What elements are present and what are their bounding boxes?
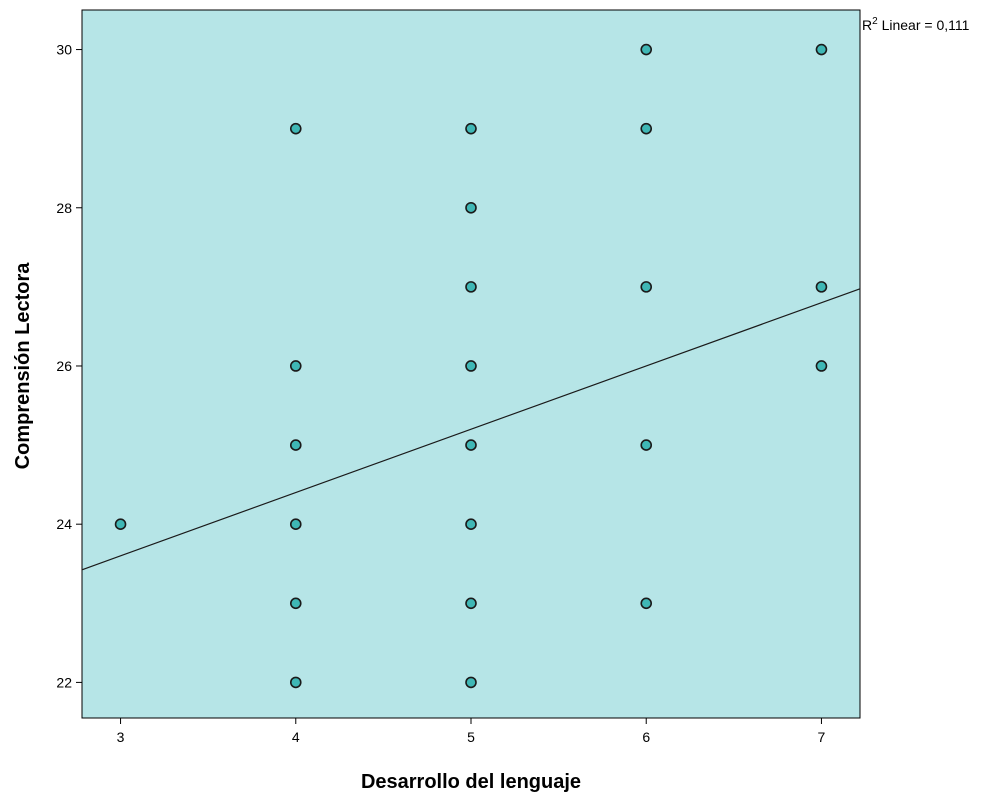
x-tick-label: 3: [117, 729, 125, 745]
r2-rest: Linear = 0,111: [878, 17, 970, 33]
data-point: [640, 597, 653, 610]
r2-main: R: [862, 17, 872, 33]
r2-superscript: 2: [872, 16, 878, 27]
data-point: [465, 439, 477, 451]
x-tick-label: 5: [467, 729, 475, 745]
data-points: [114, 43, 828, 689]
data-point: [114, 518, 127, 530]
y-tick-label: 22: [56, 674, 72, 690]
data-point: [640, 122, 653, 135]
x-axis: 3 4 5 6 7: [117, 718, 826, 745]
y-tick-label: 24: [56, 516, 72, 532]
data-point: [465, 122, 477, 135]
data-point: [465, 676, 477, 689]
data-point: [289, 676, 302, 689]
data-point: [289, 597, 302, 610]
data-point: [815, 360, 828, 372]
y-tick-label: 28: [56, 200, 72, 216]
x-tick-label: 4: [292, 729, 300, 745]
r2-annotation: R2 Linear = 0,111: [862, 16, 970, 33]
data-point: [465, 201, 477, 214]
x-tick-label: 7: [818, 729, 826, 745]
y-tick-label: 26: [56, 358, 72, 374]
y-axis-title: Comprensión Lectora: [12, 262, 34, 470]
x-axis-title: Desarrollo del lenguaje: [361, 771, 581, 793]
fit-line: [81, 288, 861, 571]
data-point: [465, 597, 477, 610]
x-tick-label: 6: [642, 729, 650, 745]
data-point: [289, 122, 302, 135]
data-point: [289, 439, 302, 451]
data-point: [465, 518, 477, 530]
data-point: [640, 281, 653, 293]
data-point: [289, 518, 302, 530]
data-point: [465, 281, 477, 293]
data-point: [640, 439, 653, 451]
data-point: [465, 360, 477, 372]
y-axis: 22 24 26 28 30: [56, 42, 82, 690]
y-tick-label: 30: [56, 42, 72, 58]
fit-line-layer: [81, 288, 861, 571]
data-point: [815, 43, 828, 56]
data-point: [289, 360, 302, 372]
data-point: [640, 43, 653, 56]
data-point: [815, 281, 828, 293]
